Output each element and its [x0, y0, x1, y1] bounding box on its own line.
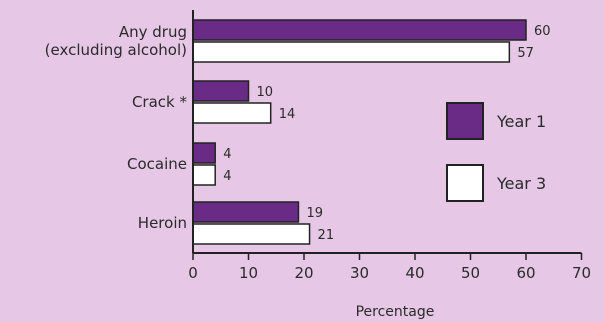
- value-label: 57: [517, 46, 534, 61]
- x-tick-label: 30: [350, 264, 369, 282]
- value-label: 60: [534, 24, 551, 39]
- category-label: (excluding alcohol): [45, 41, 187, 59]
- category-label: Heroin: [138, 214, 187, 232]
- category-label: Any drug: [119, 23, 187, 41]
- bar-year3-2: [192, 164, 216, 186]
- legend-label: Year 1: [496, 112, 546, 131]
- bar-year1-0: [192, 19, 527, 41]
- x-axis-title: Percentage: [356, 304, 435, 320]
- x-tick-label: 0: [188, 264, 198, 282]
- bar-year3-1: [192, 102, 272, 124]
- legend: Year 1 Year 3: [446, 102, 546, 202]
- x-tick-label: 60: [516, 264, 535, 282]
- bar-year1-1: [192, 80, 250, 102]
- legend-label: Year 3: [496, 174, 546, 193]
- x-tick-label: 10: [239, 264, 258, 282]
- bar-year3-0: [192, 41, 511, 63]
- x-tick-label: 40: [405, 264, 424, 282]
- category-label: Cocaine: [127, 155, 187, 173]
- axes-group: 0 10 20 30 40 50 60 70 Percentage: [188, 10, 591, 320]
- legend-swatch: [446, 164, 484, 202]
- x-tick-label: 50: [461, 264, 480, 282]
- value-label: 4: [223, 169, 231, 184]
- bar-year3-3: [192, 223, 311, 245]
- value-label: 21: [318, 228, 335, 243]
- x-tick-label: 70: [572, 264, 591, 282]
- value-label: 10: [257, 85, 274, 100]
- bar-year1-3: [192, 201, 300, 223]
- value-label: 19: [306, 206, 323, 221]
- value-label: 4: [223, 147, 231, 162]
- x-tick-label: 20: [294, 264, 313, 282]
- category-label: Crack *: [132, 93, 188, 111]
- legend-swatch: [446, 102, 484, 140]
- value-label: 14: [279, 107, 296, 122]
- bar-year1-2: [192, 142, 216, 164]
